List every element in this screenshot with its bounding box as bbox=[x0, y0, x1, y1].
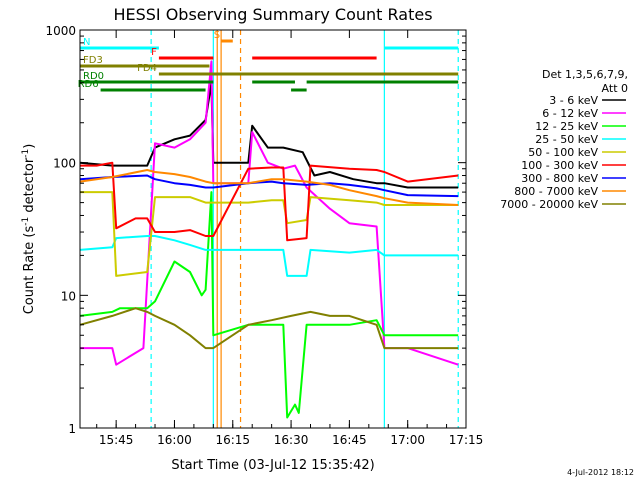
legend-label-100-300-kev: 100 - 300 keV bbox=[521, 159, 598, 172]
x-tick-label: 15:45 bbox=[99, 433, 134, 447]
series-line-7000-20000-kev bbox=[79, 307, 459, 350]
legend-label-300-800-kev: 300 - 800 keV bbox=[521, 172, 598, 185]
plot-frame bbox=[79, 29, 467, 429]
legend-label-6-12-kev: 6 - 12 keV bbox=[542, 107, 598, 120]
legend-label-12-25-kev: 12 - 25 keV bbox=[535, 120, 598, 133]
series-line-12-25-kev bbox=[79, 191, 459, 419]
legend-header-detectors: Det 1,3,5,6,7,9, bbox=[542, 68, 628, 81]
status-bar-label-fd3: FD3 bbox=[83, 55, 103, 66]
chart-title: HESSI Observing Summary Count Rates bbox=[113, 5, 432, 24]
status-bar-label-rd6: RD6 bbox=[78, 79, 99, 90]
y-tick-label: 1 bbox=[68, 422, 76, 436]
y-tick-label: 1000 bbox=[45, 24, 76, 38]
y-tick-label: 10 bbox=[61, 289, 76, 303]
series-line-25-50-kev bbox=[79, 235, 459, 277]
axis-ticks: 15:45 16:00 16:15 16:30 16:45 17:00 17:15 1 10 10… bbox=[45, 24, 483, 447]
x-tick-label: 16:30 bbox=[274, 433, 309, 447]
status-bar-label-f: F bbox=[151, 47, 157, 58]
legend-label-50-100-kev: 50 - 100 keV bbox=[528, 146, 598, 159]
x-tick-label: 17:15 bbox=[449, 433, 484, 447]
status-bar-label-fd4: FD4 bbox=[137, 63, 157, 74]
series-line-800-7000-kev bbox=[79, 169, 459, 206]
legend-label-7000-20000-kev: 7000 - 20000 keV bbox=[500, 198, 598, 211]
x-tick-label: 16:45 bbox=[332, 433, 367, 447]
footer-timestamp: 4-Jul-2012 18:12 bbox=[567, 468, 634, 477]
x-tick-label: 17:00 bbox=[390, 433, 425, 447]
legend-header-attenuator: Att 0 bbox=[602, 82, 628, 95]
y-tick-label: 100 bbox=[53, 157, 76, 171]
x-tick-label: 16:15 bbox=[215, 433, 250, 447]
x-tick-label: 16:00 bbox=[157, 433, 192, 447]
status-bar-label-rd0: RD0 bbox=[83, 71, 104, 82]
status-bar-label-n: N bbox=[83, 37, 90, 48]
series-line-6-12-kev bbox=[80, 60, 459, 366]
legend-label-25-50-kev: 25 - 50 keV bbox=[535, 133, 598, 146]
series-line-50-100-kev bbox=[80, 191, 459, 277]
legend-label-800-7000-kev: 800 - 7000 keV bbox=[514, 185, 598, 198]
status-bar-label-s: S bbox=[214, 30, 220, 41]
series-lines bbox=[79, 60, 459, 419]
x-axis-label: Start Time (03-Jul-12 15:35:42) bbox=[171, 458, 374, 473]
legend-label-3-6-kev: 3 - 6 keV bbox=[549, 94, 598, 107]
series-line-300-800-kev bbox=[79, 174, 459, 198]
series-line-100-300-kev bbox=[80, 161, 459, 242]
y-axis-label: Count Rate (s-1 detector-1) bbox=[21, 144, 37, 315]
